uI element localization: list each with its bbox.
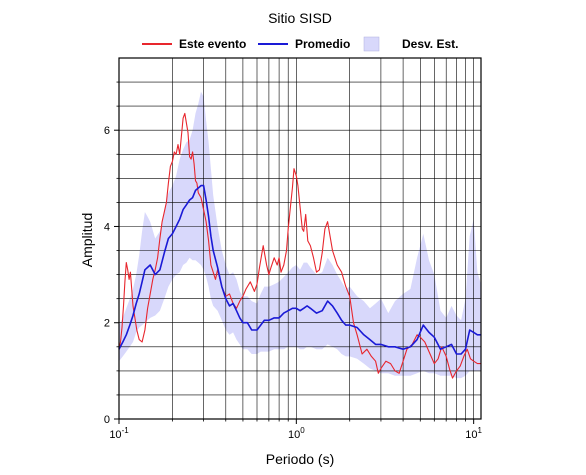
event-series-line	[118, 112, 481, 379]
x-tick-label-exponent: -1	[122, 426, 130, 435]
legend-label-band: Desv. Est.	[402, 37, 458, 51]
x-axis-label: Periodo (s)	[266, 451, 334, 467]
grid-layer	[118, 58, 481, 419]
x-tick-label-exponent: 0	[300, 426, 305, 435]
plot-frame	[118, 57, 482, 420]
legend-label-event: Este evento	[179, 37, 246, 51]
legend-label-mean: Promedio	[295, 37, 350, 51]
legend: Este evento Promedio Desv. Est.	[142, 36, 458, 52]
x-tick-label: 10-1	[109, 426, 129, 441]
x-tick-label: 100	[288, 426, 305, 441]
x-tick-label-base: 10	[109, 429, 121, 441]
series-layer	[118, 112, 481, 379]
std-dev-band-layer	[119, 91, 481, 379]
x-tick-label-exponent: 1	[478, 426, 483, 435]
legend-swatch-band	[363, 36, 380, 52]
chart-title: Sitio SISD	[268, 10, 332, 26]
y-tick-label: 2	[104, 318, 110, 330]
y-tick-label: 0	[104, 414, 110, 426]
x-tick-label: 101	[465, 426, 482, 441]
std-dev-band	[119, 91, 481, 379]
mean-series-line	[118, 184, 481, 355]
x-tick-label-base: 10	[465, 429, 477, 441]
y-axis-label: Amplitud	[79, 213, 95, 267]
plot-border	[118, 57, 482, 420]
y-tick-label: 6	[104, 125, 110, 137]
y-tick-label: 4	[104, 221, 110, 233]
x-tick-label-base: 10	[288, 429, 300, 441]
